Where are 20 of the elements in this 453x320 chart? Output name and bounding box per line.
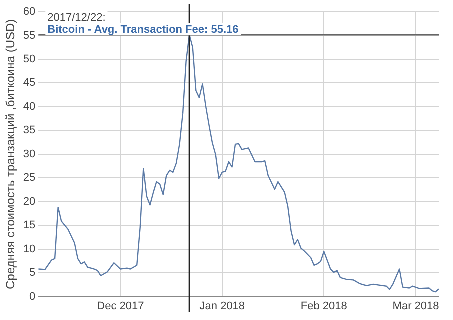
y-tick-label: 50: [23, 54, 36, 66]
annotation: Bitcoin - Avg. Transaction Fee: 55.16: [48, 24, 239, 36]
y-tick-label: 20: [23, 196, 36, 208]
y-tick-label: 55: [23, 30, 36, 42]
y-tick-label: 45: [23, 77, 36, 90]
y-tick-label: 40: [23, 100, 36, 113]
y-tick-label: 0: [30, 290, 36, 303]
y-tick-label: 30: [23, 148, 36, 160]
annotation: 2017/12/22:: [48, 12, 106, 24]
y-tick-label: 25: [23, 172, 36, 184]
y-axis-title: Средняя стоимость транзакций ,биткоина (USD): [4, 19, 18, 290]
x-tick-label: Feb 2018: [300, 300, 348, 312]
x-tick-label: Mar 2018: [392, 300, 440, 312]
y-tick-label: 5: [30, 267, 36, 280]
y-tick-label: 15: [23, 220, 36, 232]
y-tick-label: 10: [23, 243, 36, 256]
y-tick-label: 60: [23, 6, 36, 18]
x-tick-label: Jan 2018: [200, 300, 246, 312]
x-tick-label: Dec 2017: [97, 300, 144, 312]
y-tick-label: 35: [23, 124, 36, 137]
